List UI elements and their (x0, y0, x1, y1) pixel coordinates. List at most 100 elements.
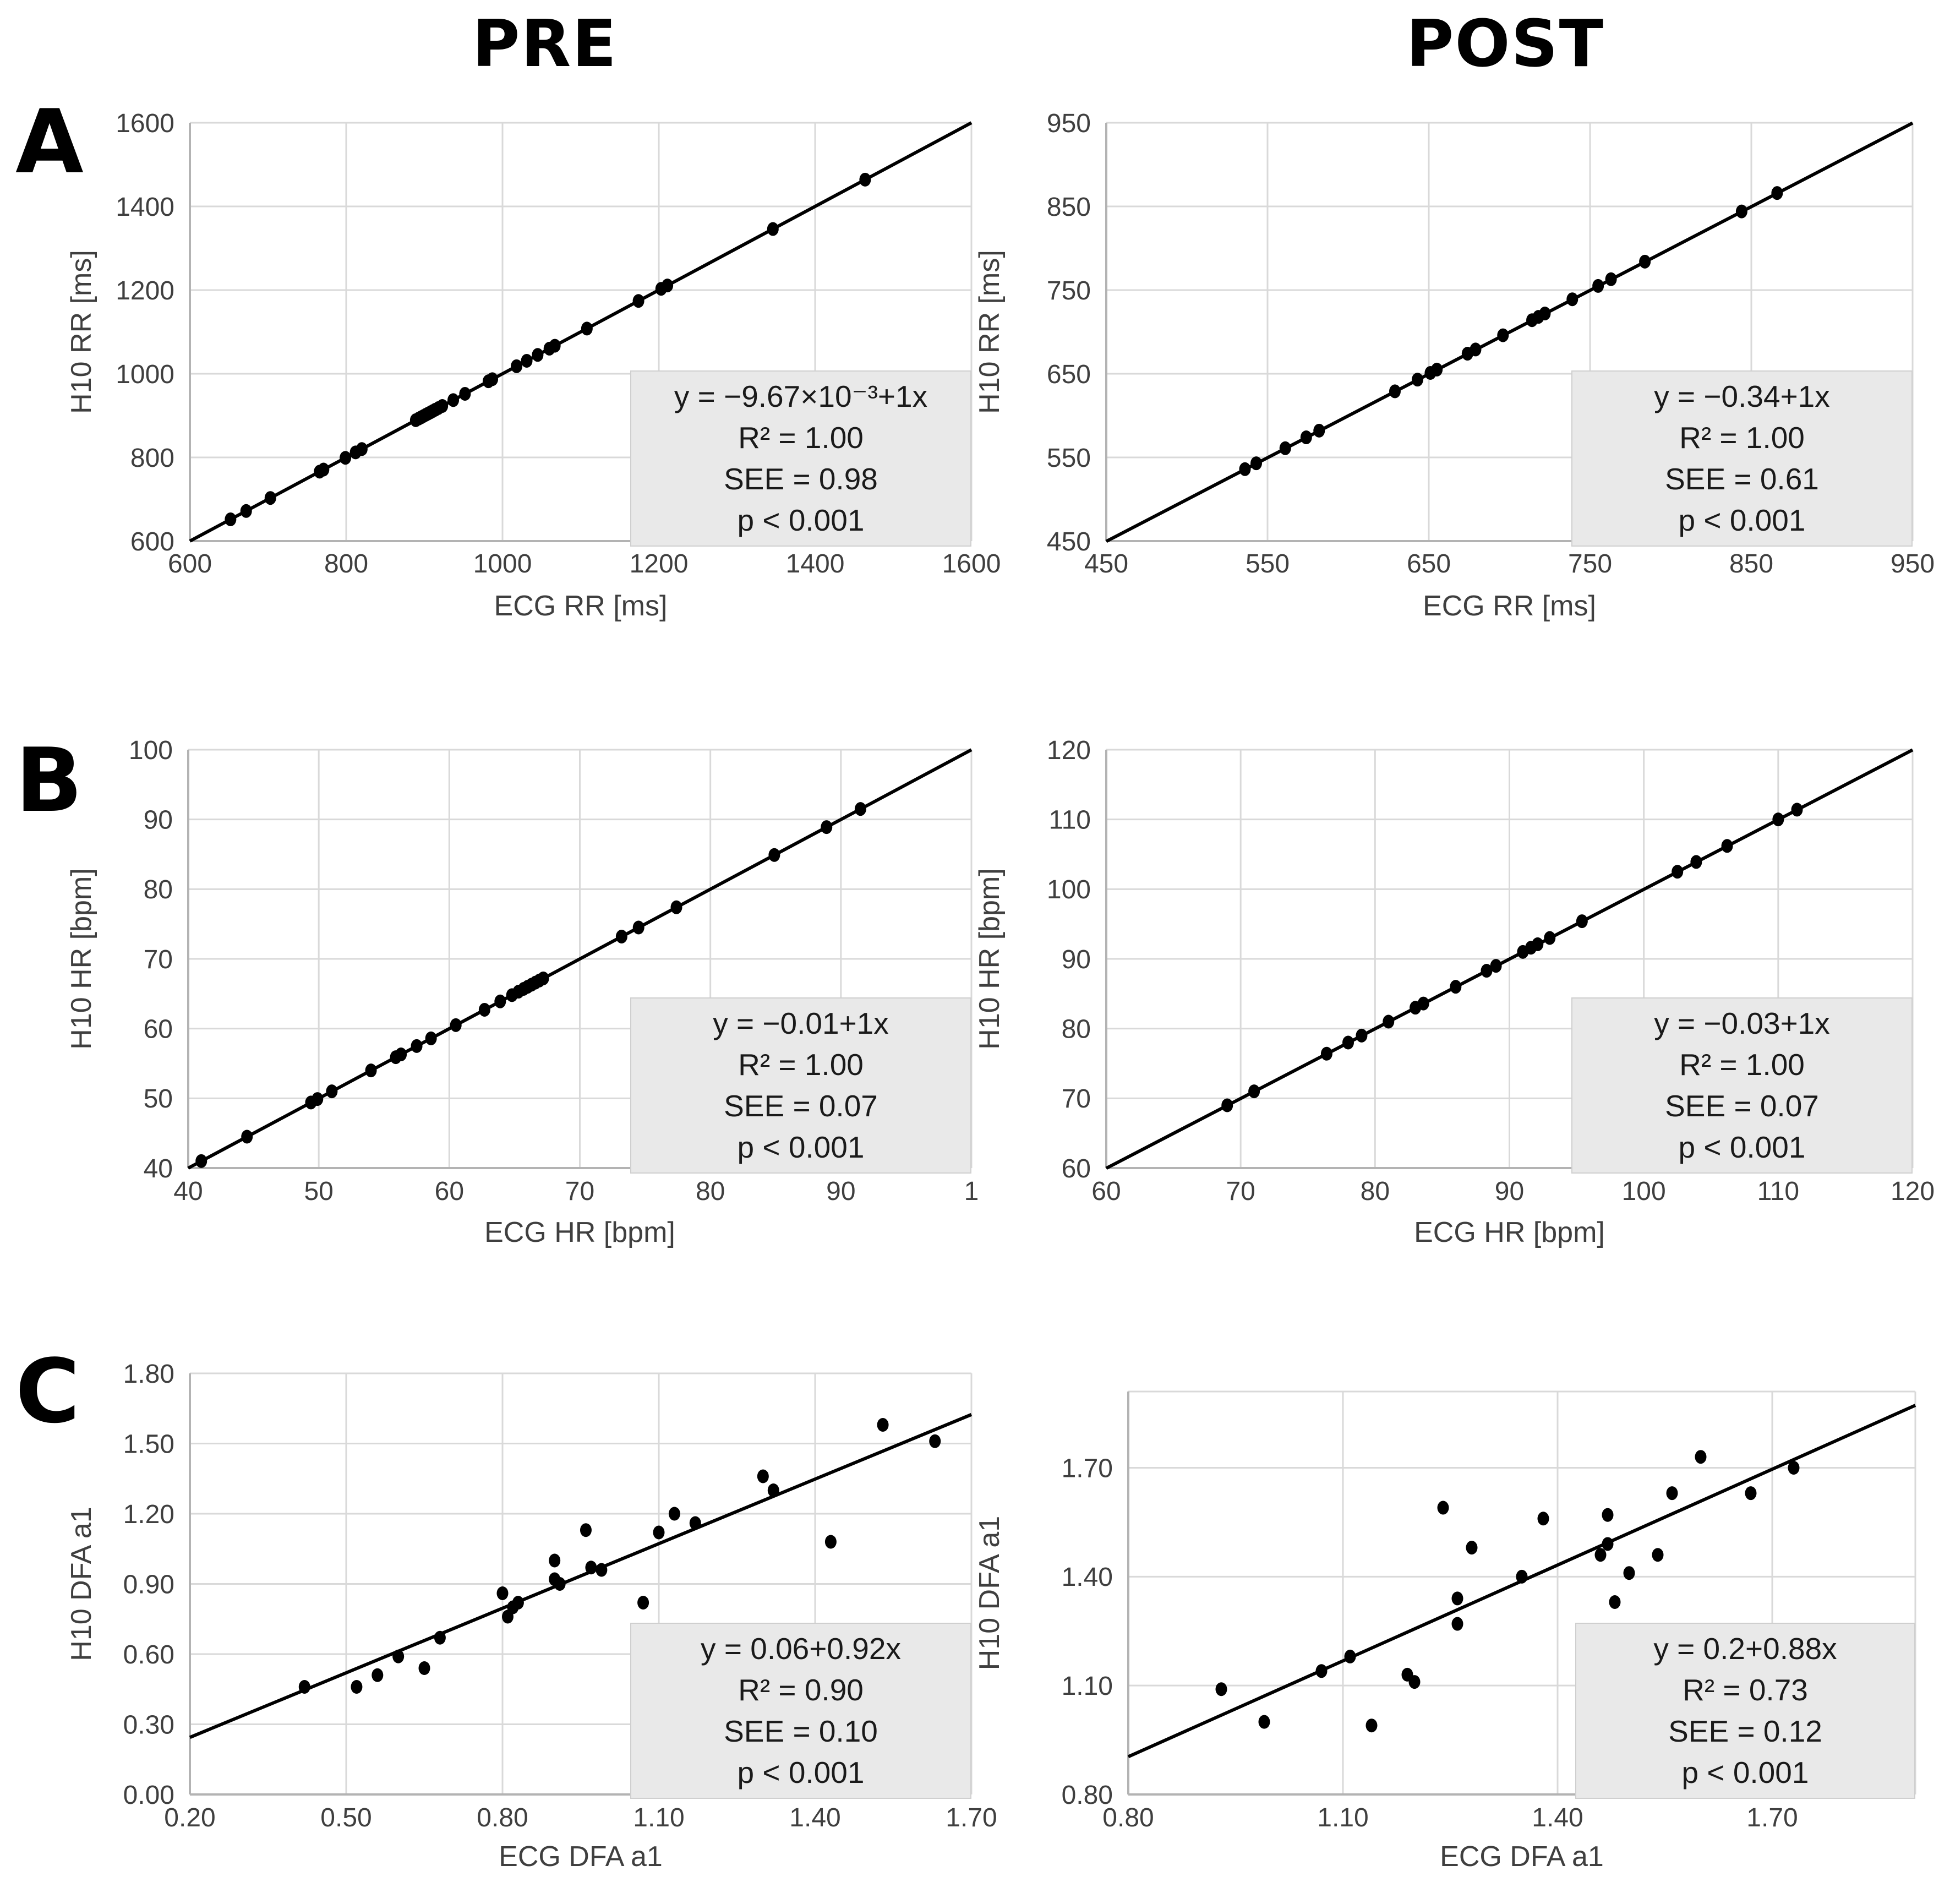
column-header-post: POST (1406, 6, 1605, 81)
stat-line: p < 0.001 (1681, 1755, 1809, 1790)
data-point (1745, 1486, 1757, 1501)
data-point (1537, 1512, 1549, 1526)
y-tick-label: 120 (1047, 736, 1091, 765)
stat-line: SEE = 0.12 (1668, 1714, 1822, 1748)
stats-box-c_post: y = 0.2+0.88x R² = 0.73 SEE = 0.12 p < 0.00… (1575, 1623, 1915, 1799)
x-tick-label: 0.20 (164, 1803, 215, 1832)
x-tick-label: 550 (1246, 549, 1290, 579)
x-tick-label: 1.10 (1317, 1803, 1368, 1832)
stat-line: p < 0.001 (737, 1755, 865, 1790)
x-tick-label: 90 (826, 1177, 855, 1206)
panel-label-c: C (15, 1340, 80, 1443)
x-axis-title: ECG DFA a1 (499, 1841, 663, 1873)
data-point (1389, 384, 1401, 399)
stat-line: R² = 0.90 (738, 1673, 864, 1707)
data-point (668, 1507, 680, 1521)
y-tick-label: 90 (144, 805, 173, 834)
data-point (1539, 307, 1551, 321)
data-point (1431, 362, 1443, 377)
data-point (1490, 959, 1502, 973)
data-point (1451, 1591, 1463, 1606)
x-tick-label: 70 (565, 1177, 594, 1206)
data-points (1239, 186, 1783, 476)
x-tick-label: 800 (324, 549, 368, 579)
y-tick-label: 70 (1062, 1084, 1091, 1114)
data-point (225, 512, 237, 526)
data-point (1695, 1450, 1707, 1464)
data-point (1437, 1501, 1449, 1515)
data-point (537, 971, 549, 985)
data-point (459, 386, 471, 401)
data-point (1408, 1675, 1421, 1689)
y-tick-label: 450 (1047, 527, 1091, 557)
data-point (854, 802, 866, 816)
data-point (549, 339, 561, 353)
chart-c_post: 0.80 1.10 1.40 1.70 0.80 1.10 1.40 1.70 ECG DFA … (974, 1390, 1916, 1873)
data-point (351, 1680, 363, 1694)
data-point (821, 820, 833, 834)
x-axis-title: ECG RR [ms] (1423, 590, 1596, 622)
data-point (1690, 855, 1702, 869)
data-point (1342, 1035, 1354, 1050)
x-tick-label: 80 (1361, 1177, 1390, 1206)
data-point (1623, 1566, 1635, 1580)
data-point (1279, 441, 1291, 455)
data-point (580, 1523, 592, 1537)
data-point (372, 1668, 384, 1682)
x-tick-label: 1600 (942, 549, 1001, 579)
y-tick-label: 1.40 (1062, 1563, 1113, 1592)
data-point (511, 359, 523, 373)
stats-box-b_post: y = −0.03+1x R² = 1.00 SEE = 0.07 p < 0.001 (1571, 997, 1913, 1174)
chart-a_post: 450 550 650 750 850 950 450 550 650 750 850 950 ECG … (974, 109, 1935, 622)
data-point (1592, 279, 1604, 293)
x-axis-title: ECG HR [bpm] (484, 1216, 675, 1248)
x-axis-title: ECG RR [ms] (494, 590, 668, 622)
data-point (1258, 1715, 1270, 1729)
data-point (1215, 1682, 1227, 1696)
y-tick-label: 40 (144, 1154, 173, 1183)
chart-c_pre: 0.20 0.50 0.80 1.10 1.40 1.70 0.00 0.30 0.60 0.90… (65, 1360, 997, 1873)
data-point (1566, 292, 1578, 307)
data-point (1639, 254, 1651, 269)
data-point (1735, 204, 1747, 219)
data-point (670, 900, 682, 914)
data-point (478, 1002, 490, 1017)
stats-box-a_pre: y = −9.67×10⁻³+1x R² = 1.00 SEE = 0.98 p < … (630, 370, 971, 547)
stat-line: R² = 1.00 (738, 421, 864, 455)
chart-b_pre: 40 50 60 70 80 90 1 40 50 60 70 80 90 100 ECG HR [bpm]… (65, 736, 979, 1248)
data-point (767, 1483, 779, 1497)
stat-line: p < 0.001 (1678, 503, 1806, 537)
data-point (689, 1516, 701, 1530)
x-tick-label: 0.80 (1102, 1803, 1154, 1832)
data-point (1320, 1046, 1332, 1061)
data-point (392, 1649, 405, 1663)
stats-box-c_pre: y = 0.06+0.92x R² = 0.90 SEE = 0.10 p < 0.0… (630, 1623, 971, 1799)
data-points (1221, 803, 1803, 1112)
x-tick-label: 100 (1622, 1177, 1666, 1206)
data-point (637, 1596, 649, 1610)
y-tick-label: 100 (1047, 875, 1091, 904)
data-point (195, 1154, 207, 1168)
data-point (1466, 1541, 1478, 1555)
stat-line: p < 0.001 (737, 1130, 865, 1164)
data-point (447, 393, 460, 407)
stat-line: R² = 1.00 (1679, 421, 1805, 455)
y-tick-label: 60 (144, 1014, 173, 1044)
stat-line: SEE = 0.07 (1665, 1089, 1819, 1123)
data-point (340, 451, 352, 465)
data-point (1609, 1595, 1621, 1609)
data-point (929, 1434, 941, 1448)
data-point (494, 994, 506, 1008)
x-tick-label: 1.40 (789, 1803, 840, 1832)
data-point (240, 504, 252, 518)
data-point (1772, 812, 1784, 827)
data-point (768, 848, 780, 862)
regression-line (189, 1413, 973, 1739)
data-point (264, 491, 276, 505)
panel-label-b: B (15, 729, 83, 832)
data-point (1721, 839, 1733, 853)
y-tick-label: 800 (130, 444, 174, 473)
data-point (1470, 342, 1482, 357)
data-point (554, 1577, 566, 1591)
